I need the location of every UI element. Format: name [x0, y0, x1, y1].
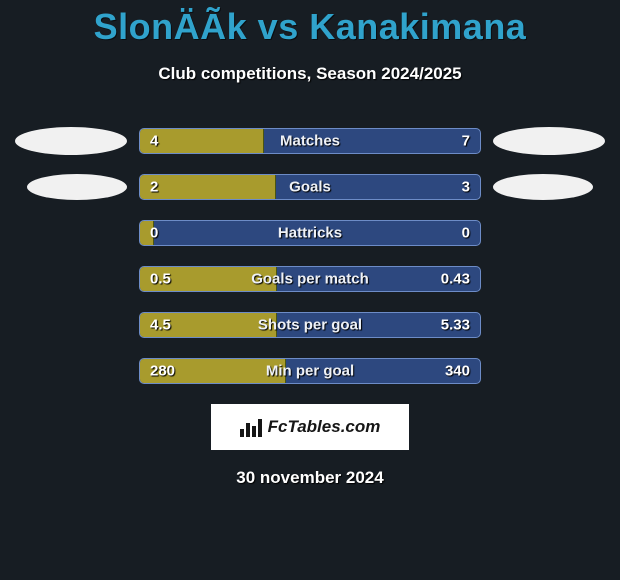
stat-left-value: 280: [150, 363, 175, 380]
stat-bar: 4 Matches 7: [139, 128, 481, 154]
stat-row: 0 Hattricks 0: [0, 220, 620, 246]
row-spacer: [493, 311, 605, 339]
brand-text: FcTables.com: [268, 417, 381, 437]
stat-bar-fill: [140, 175, 276, 199]
stat-right-value: 7: [462, 133, 470, 150]
stat-right-value: 5.33: [441, 317, 470, 334]
stat-right-value: 340: [445, 363, 470, 380]
stat-label: Min per goal: [266, 363, 354, 380]
stat-row: 280 Min per goal 340: [0, 358, 620, 384]
row-spacer: [15, 311, 127, 339]
page-title: SlonÄÃk vs Kanakimana: [0, 0, 620, 48]
row-spacer: [15, 265, 127, 293]
player-right-head-oval: [493, 127, 605, 155]
stat-row: 2 Goals 3: [0, 174, 620, 200]
stat-bar: 0 Hattricks 0: [139, 220, 481, 246]
stat-row: 4 Matches 7: [0, 128, 620, 154]
stat-right-value: 0.43: [441, 271, 470, 288]
stat-label: Goals: [289, 179, 331, 196]
stat-bar: 2 Goals 3: [139, 174, 481, 200]
stat-row: 4.5 Shots per goal 5.33: [0, 312, 620, 338]
stat-left-value: 2: [150, 179, 158, 196]
stat-bar: 4.5 Shots per goal 5.33: [139, 312, 481, 338]
stat-row: 0.5 Goals per match 0.43: [0, 266, 620, 292]
row-spacer: [15, 357, 127, 385]
footer-date: 30 november 2024: [0, 468, 620, 488]
row-spacer: [493, 219, 605, 247]
player-right-body-oval: [493, 174, 593, 200]
stat-label: Shots per goal: [258, 317, 362, 334]
stat-left-value: 0.5: [150, 271, 171, 288]
chart-bars-icon: [240, 417, 262, 437]
stat-label: Matches: [280, 133, 340, 150]
stat-label: Hattricks: [278, 225, 342, 242]
stat-left-value: 4.5: [150, 317, 171, 334]
stat-left-value: 0: [150, 225, 158, 242]
page-subtitle: Club competitions, Season 2024/2025: [0, 64, 620, 84]
row-spacer: [493, 357, 605, 385]
brand-badge[interactable]: FcTables.com: [211, 404, 409, 450]
stat-label: Goals per match: [251, 271, 369, 288]
row-spacer: [15, 219, 127, 247]
player-left-body-oval: [27, 174, 127, 200]
player-left-head-oval: [15, 127, 127, 155]
comparison-chart: 4 Matches 7 2 Goals 3 0 Hattricks 0 0.5: [0, 128, 620, 384]
stat-right-value: 0: [462, 225, 470, 242]
stat-right-value: 3: [462, 179, 470, 196]
stat-left-value: 4: [150, 133, 158, 150]
row-spacer: [493, 265, 605, 293]
stat-bar: 280 Min per goal 340: [139, 358, 481, 384]
stat-bar: 0.5 Goals per match 0.43: [139, 266, 481, 292]
stat-bar-fill: [140, 129, 264, 153]
